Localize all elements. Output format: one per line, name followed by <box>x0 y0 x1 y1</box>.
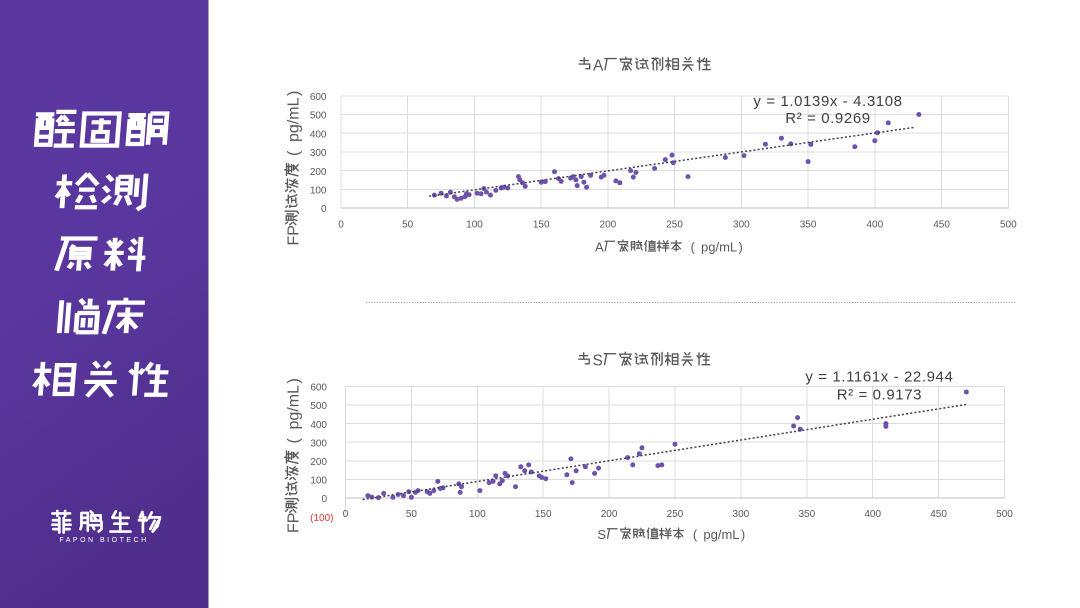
svg-text:(: ( <box>286 150 303 156</box>
svg-text:pg/mL: pg/mL <box>286 385 303 430</box>
svg-text:0: 0 <box>321 494 327 505</box>
svg-text:500: 500 <box>310 111 327 122</box>
svg-text:0: 0 <box>343 509 349 520</box>
svg-text:FAPON BIOTECH: FAPON BIOTECH <box>59 537 148 544</box>
svg-text:450: 450 <box>930 509 947 520</box>
svg-text:350: 350 <box>800 220 817 231</box>
svg-text:): ) <box>286 91 303 96</box>
svg-text:350: 350 <box>798 509 815 520</box>
svg-text:400: 400 <box>864 509 881 520</box>
svg-text:R² = 0.9173: R² = 0.9173 <box>837 387 922 404</box>
svg-text:200: 200 <box>310 457 327 468</box>
svg-text:150: 150 <box>535 509 552 520</box>
svg-text:400: 400 <box>866 220 883 231</box>
svg-text:300: 300 <box>733 509 750 520</box>
svg-text:50: 50 <box>402 220 414 231</box>
svg-text:450: 450 <box>933 220 950 231</box>
svg-text:FP: FP <box>286 225 303 245</box>
svg-text:300: 300 <box>310 148 327 159</box>
svg-text:(: ( <box>286 438 303 444</box>
svg-text:250: 250 <box>667 509 684 520</box>
svg-text:500: 500 <box>1000 220 1017 231</box>
svg-text:100: 100 <box>469 509 486 520</box>
svg-text:100: 100 <box>310 186 327 197</box>
svg-text:200: 200 <box>600 220 617 231</box>
svg-text:A: A <box>595 240 604 255</box>
svg-text:600: 600 <box>310 383 327 394</box>
svg-text:): ) <box>286 378 303 383</box>
svg-text:y = 1.1161x - 22.944: y = 1.1161x - 22.944 <box>805 368 953 385</box>
svg-text:0: 0 <box>321 204 327 215</box>
svg-text:(: ( <box>693 527 698 542</box>
svg-text:100: 100 <box>466 220 483 231</box>
svg-text:150: 150 <box>533 220 550 231</box>
svg-text:400: 400 <box>310 420 327 431</box>
svg-text:(100): (100) <box>310 513 333 524</box>
svg-text:500: 500 <box>310 401 327 412</box>
svg-text:100: 100 <box>310 476 327 487</box>
svg-text:FP: FP <box>286 513 303 533</box>
svg-text:): ) <box>739 240 743 255</box>
svg-text:250: 250 <box>666 220 683 231</box>
svg-text:pg/mL: pg/mL <box>286 97 303 142</box>
svg-text:0: 0 <box>338 220 344 231</box>
svg-text:200: 200 <box>601 509 618 520</box>
svg-text:S: S <box>597 527 606 542</box>
svg-text:200: 200 <box>310 167 327 178</box>
svg-text:600: 600 <box>310 92 327 103</box>
svg-text:S: S <box>593 353 603 370</box>
svg-text:300: 300 <box>310 438 327 449</box>
svg-text:(: ( <box>691 240 696 255</box>
svg-text:pg/mL: pg/mL <box>701 240 737 255</box>
svg-text:pg/mL: pg/mL <box>703 527 739 542</box>
svg-text:A: A <box>593 57 604 74</box>
svg-text:300: 300 <box>733 220 750 231</box>
svg-text:y = 1.0139x - 4.3108: y = 1.0139x - 4.3108 <box>753 93 902 110</box>
svg-text:R² = 0.9269: R² = 0.9269 <box>785 110 870 127</box>
svg-text:500: 500 <box>996 509 1013 520</box>
svg-text:): ) <box>741 527 745 542</box>
svg-text:50: 50 <box>406 509 418 520</box>
svg-text:400: 400 <box>310 129 327 140</box>
